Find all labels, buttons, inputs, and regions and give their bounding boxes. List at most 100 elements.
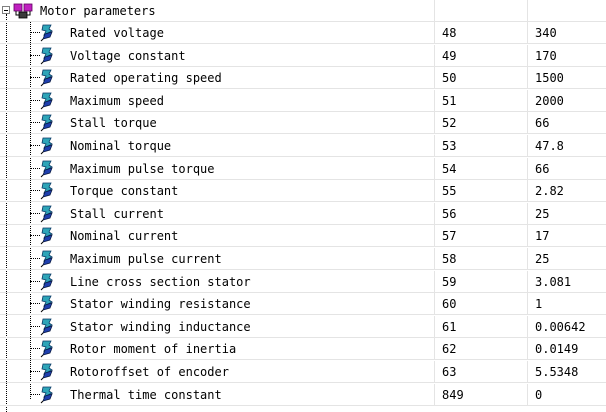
parameter-row[interactable]: Torque constant 55 2.82 <box>0 180 606 202</box>
parameter-row[interactable]: Rotor moment of inertia 62 0.0149 <box>0 338 606 360</box>
parameter-label: Thermal time constant <box>70 388 222 402</box>
parameter-label: Voltage constant <box>70 49 186 63</box>
parameter-row[interactable]: Maximum pulse torque 54 66 <box>0 158 606 180</box>
tree-branch-connector <box>30 348 40 349</box>
column-separator <box>527 338 528 359</box>
parameter-icon <box>40 205 53 223</box>
parameter-row[interactable]: Maximum pulse current 58 25 <box>0 248 606 270</box>
column-separator <box>527 180 528 201</box>
tree-branch-connector <box>30 190 40 191</box>
parameter-icon <box>40 318 53 336</box>
tree-branch-connector <box>30 394 40 395</box>
parameter-label: Maximum pulse current <box>70 252 222 266</box>
parameter-row[interactable]: Rated operating speed 50 1500 <box>0 67 606 89</box>
parameter-value[interactable]: 1500 <box>535 71 564 85</box>
column-separator <box>527 384 528 405</box>
parameter-number: 57 <box>442 229 457 243</box>
tree-branch-connector <box>30 213 40 214</box>
parameter-number: 53 <box>442 139 457 153</box>
parameter-value[interactable]: 170 <box>535 49 557 63</box>
column-separator <box>434 384 435 405</box>
parameter-value[interactable]: 66 <box>535 116 550 130</box>
parameter-value[interactable]: 0 <box>535 388 543 402</box>
column-separator <box>434 203 435 224</box>
tree-branch-connector <box>30 371 40 372</box>
tree-branch-connector <box>30 122 40 123</box>
parameter-label: Rated voltage <box>70 26 164 40</box>
parameter-icon <box>40 273 53 291</box>
parameter-row[interactable]: Stator winding inductance 61 0.00642 <box>0 316 606 338</box>
column-separator <box>527 158 528 179</box>
parameter-value[interactable]: 3.081 <box>535 275 572 289</box>
parameter-value[interactable]: 0.0149 <box>535 342 579 356</box>
parameter-label: Rotoroffset of encoder <box>70 365 229 379</box>
column-separator <box>434 22 435 43</box>
parameter-value[interactable]: 66 <box>535 162 550 176</box>
parameter-value[interactable]: 25 <box>535 252 550 266</box>
tree-branch-connector <box>30 168 40 169</box>
parameter-label: Torque constant <box>70 184 179 198</box>
tree-branch-connector <box>30 303 40 304</box>
column-separator <box>527 271 528 292</box>
collapse-toggle[interactable] <box>2 6 10 14</box>
parameter-icon <box>40 340 53 358</box>
parameter-value[interactable]: 2.82 <box>535 184 564 198</box>
parameter-label: Maximum pulse torque <box>70 162 215 176</box>
tree-root-row[interactable]: Motor parameters <box>0 0 606 22</box>
parameter-number: 59 <box>442 275 457 289</box>
column-separator <box>527 361 528 382</box>
parameter-row[interactable]: Nominal current 57 17 <box>0 225 606 247</box>
parameter-icon <box>40 137 53 155</box>
column-separator <box>434 67 435 88</box>
parameter-row[interactable]: Stator winding resistance 60 1 <box>0 293 606 315</box>
tree-branch-connector <box>30 235 40 236</box>
parameter-icon <box>40 295 53 313</box>
column-separator <box>527 67 528 88</box>
parameter-number: 50 <box>442 71 457 85</box>
tree-branch-connector <box>30 281 40 282</box>
parameter-row[interactable]: Thermal time constant 849 0 <box>0 384 606 406</box>
column-separator <box>434 135 435 156</box>
parameter-value[interactable]: 1 <box>535 297 543 311</box>
tree-branch-connector <box>30 32 40 33</box>
column-separator <box>434 316 435 337</box>
motor-parameters-folder-icon <box>13 3 33 19</box>
parameter-number: 63 <box>442 365 457 379</box>
parameter-icon <box>40 386 53 404</box>
parameter-row[interactable]: Rotoroffset of encoder 63 5.5348 <box>0 361 606 383</box>
parameter-row[interactable]: Stall current 56 25 <box>0 203 606 225</box>
parameter-value[interactable]: 2000 <box>535 94 564 108</box>
parameter-label: Maximum speed <box>70 94 164 108</box>
tree-branch-connector <box>30 100 40 101</box>
parameter-number: 48 <box>442 26 457 40</box>
parameter-value[interactable]: 25 <box>535 207 550 221</box>
parameter-row[interactable]: Nominal torque 53 47.8 <box>0 135 606 157</box>
parameter-value[interactable]: 17 <box>535 229 550 243</box>
parameter-icon <box>40 24 53 42</box>
parameter-value[interactable]: 340 <box>535 26 557 40</box>
column-separator <box>434 90 435 111</box>
parameter-icon <box>40 160 53 178</box>
column-separator <box>527 22 528 43</box>
parameter-number: 51 <box>442 94 457 108</box>
parameter-label: Stator winding inductance <box>70 320 251 334</box>
parameter-icon <box>40 47 53 65</box>
parameter-icon <box>40 92 53 110</box>
parameter-value[interactable]: 0.00642 <box>535 320 586 334</box>
parameter-row[interactable]: Maximum speed 51 2000 <box>0 90 606 112</box>
parameter-row[interactable]: Line cross section stator 59 3.081 <box>0 271 606 293</box>
parameter-icon <box>40 250 53 268</box>
parameter-value[interactable]: 47.8 <box>535 139 564 153</box>
column-separator <box>434 225 435 246</box>
parameter-row[interactable]: Stall torque 52 66 <box>0 112 606 134</box>
tree-branch-connector <box>30 145 40 146</box>
column-separator <box>527 90 528 111</box>
parameter-icon <box>40 69 53 87</box>
parameter-label: Nominal current <box>70 229 179 243</box>
parameter-row[interactable]: Voltage constant 49 170 <box>0 45 606 67</box>
column-separator <box>434 158 435 179</box>
parameter-value[interactable]: 5.5348 <box>535 365 579 379</box>
parameter-row[interactable]: Rated voltage 48 340 <box>0 22 606 44</box>
parameter-number: 62 <box>442 342 457 356</box>
